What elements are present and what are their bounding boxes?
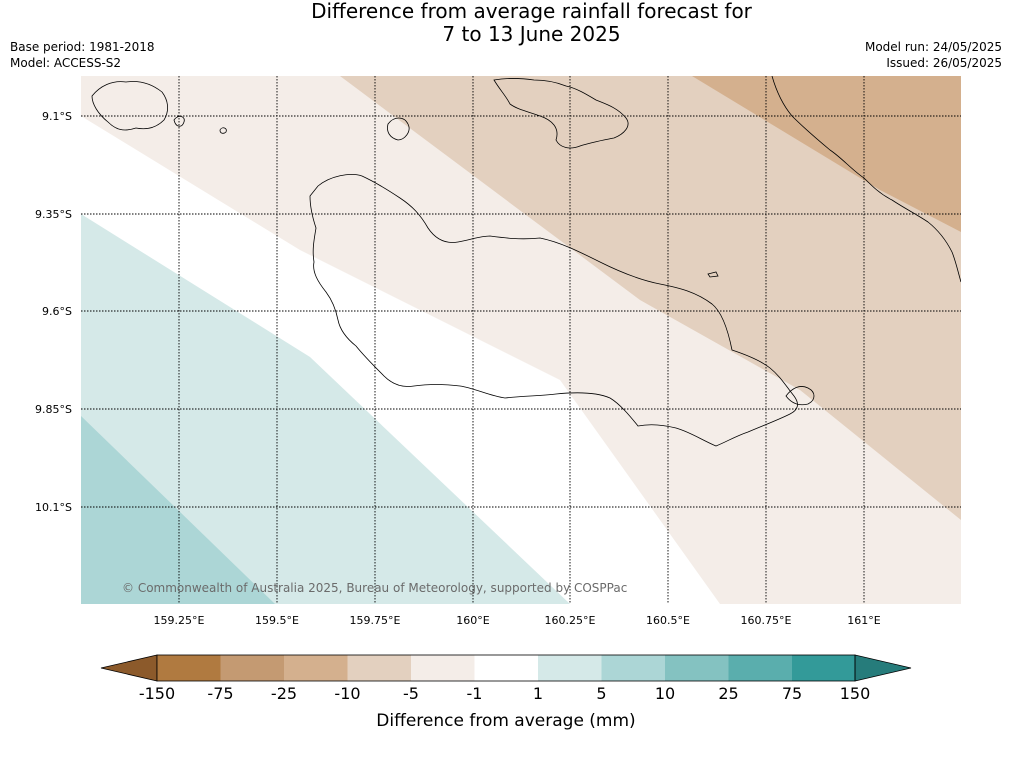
colorbar-extend-left [100, 654, 158, 682]
latitude-labels: 9.1°S 9.35°S 9.6°S 9.85°S 10.1°S [35, 110, 72, 514]
colorbar-segment-2 [220, 655, 284, 681]
lat-label-3: 9.6°S [42, 305, 72, 318]
coastline-north-central [493, 78, 629, 149]
title-line-2: 7 to 13 June 2025 [442, 22, 621, 46]
colorbar-segment-9 [665, 655, 729, 681]
colorbar-segment-8 [601, 655, 665, 681]
map-figure: © Commonwealth of Australia 2025, Bureau… [35, 76, 961, 627]
cb-tick-4: -10 [334, 684, 360, 703]
title-line-1: Difference from average rainfall forecas… [311, 0, 752, 23]
gridlines [81, 76, 961, 604]
cb-tick-9: 10 [655, 684, 675, 703]
cb-tick-3: -25 [271, 684, 297, 703]
lon-label-2: 159.5°E [255, 614, 299, 627]
cb-tick-10: 25 [718, 684, 738, 703]
colorbar-segment-6 [474, 655, 538, 681]
islet-southeast [785, 386, 815, 406]
model-run: Model run: 24/05/2025 [864, 40, 1002, 54]
islet-north [387, 117, 410, 141]
cb-tick-1: -150 [139, 684, 175, 703]
coastline-northeast [771, 76, 961, 283]
cb-tick-8: 5 [596, 684, 606, 703]
colorbar-segment-4 [347, 655, 411, 681]
copyright-text: © Commonwealth of Australia 2025, Bureau… [122, 581, 627, 595]
map-title: Difference from average rainfall forecas… [0, 0, 1011, 46]
island-coastline [309, 174, 798, 447]
cb-tick-6: -1 [467, 684, 483, 703]
lon-label-8: 161°E [847, 614, 880, 627]
lon-label-6: 160.5°E [646, 614, 690, 627]
lon-label-3: 159.75°E [350, 614, 401, 627]
colorbar-ticks: -150 -75 -25 -10 -5 -1 1 5 10 25 75 150 [139, 684, 870, 703]
cb-tick-12: 150 [840, 684, 871, 703]
lat-label-2: 9.35°S [35, 208, 72, 221]
islet-east [707, 271, 719, 278]
band-plus-5-to-10 [81, 416, 275, 604]
islet-northwest-2 [219, 127, 227, 134]
lon-label-4: 160°E [456, 614, 489, 627]
map-plot-area: © Commonwealth of Australia 2025, Bureau… [81, 76, 961, 604]
lon-label-7: 160.75°E [741, 614, 792, 627]
colorbar-segment-11 [792, 655, 855, 681]
colorbar: -150 -75 -25 -10 -5 -1 1 5 10 25 75 150 … [100, 654, 912, 731]
lon-label-1: 159.25°E [154, 614, 205, 627]
colorbar-segment-1 [157, 655, 221, 681]
cb-tick-5: -5 [403, 684, 419, 703]
colorbar-extend-right [854, 654, 912, 682]
colorbar-segment-10 [728, 655, 792, 681]
band-minus-5-to-10 [340, 76, 961, 520]
cb-tick-7: 1 [533, 684, 543, 703]
meta-left: Base period: 1981-2018 Model: ACCESS-S2 [10, 39, 155, 71]
cb-tick-11: 75 [782, 684, 802, 703]
lat-label-4: 9.85°S [35, 403, 72, 416]
base-period: Base period: 1981-2018 [10, 40, 155, 54]
coastlines [91, 76, 961, 447]
colorbar-segment-5 [411, 655, 475, 681]
lat-label-5: 10.1°S [35, 501, 72, 514]
islet-northwest-1 [173, 116, 185, 127]
colorbar-outline [156, 654, 856, 682]
colorbar-segment-3 [284, 655, 348, 681]
model-name: Model: ACCESS-S2 [10, 56, 122, 70]
colorbar-label: Difference from average (mm) [376, 711, 635, 731]
longitude-labels: 159.25°E 159.5°E 159.75°E 160°E 160.25°E… [154, 614, 881, 627]
meta-right: Model run: 24/05/2025 Issued: 26/05/2025 [865, 39, 1002, 71]
lat-label-1: 9.1°S [42, 110, 72, 123]
cb-tick-2: -75 [207, 684, 233, 703]
lon-label-5: 160.25°E [545, 614, 596, 627]
band-minus-10-to-25 [692, 76, 961, 232]
issued-date: Issued: 26/05/2025 [886, 56, 1002, 70]
coastline-northwest [91, 81, 168, 131]
colorbar-segment-7 [538, 655, 602, 681]
